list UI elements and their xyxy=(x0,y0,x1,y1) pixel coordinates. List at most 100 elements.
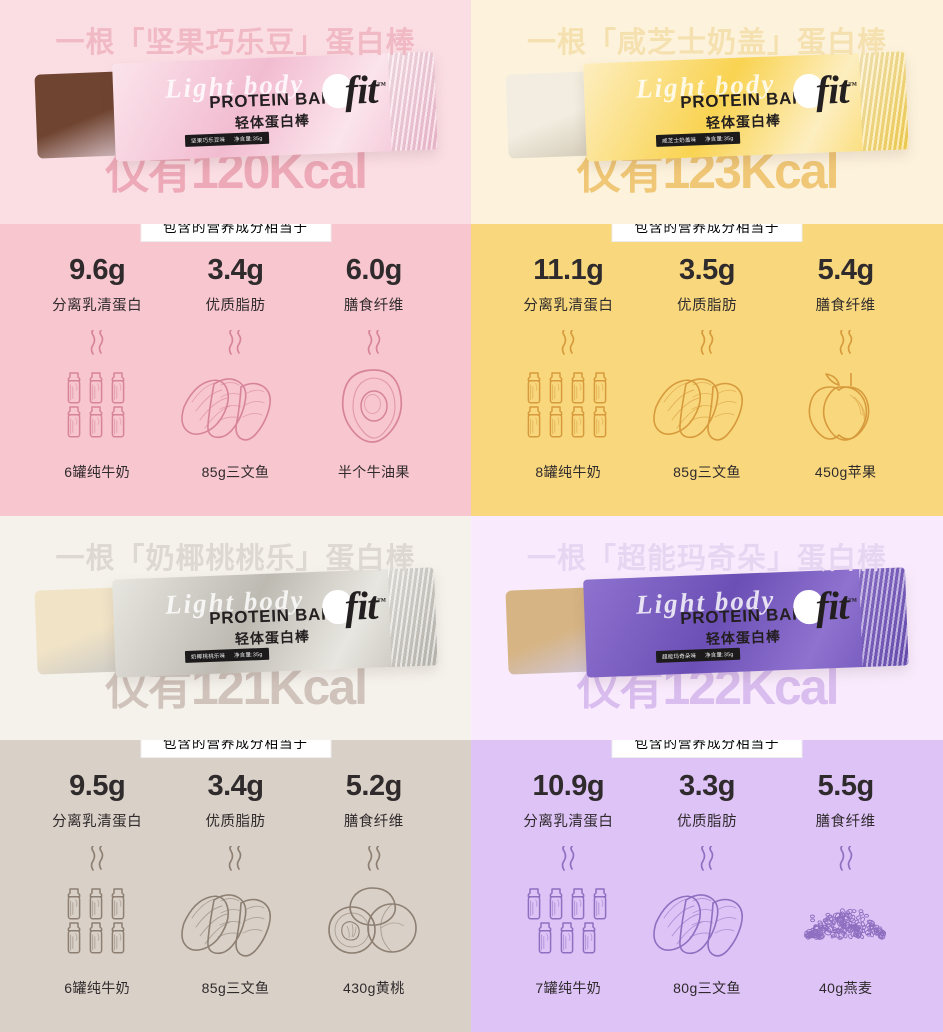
bar-wrapper: Light body PROTEIN BAR 轻体蛋白棒 咸芝士奶盖味 净含量:… xyxy=(583,51,909,162)
nutrient-column: 5.4g 膳食纤维 450g苹果 xyxy=(776,256,915,516)
package-flavor-label: 咸芝士奶盖味 净含量:35g xyxy=(655,131,740,147)
milk-bottles-icon xyxy=(521,362,615,450)
product-panel-super-macchiato: 一根「超能玛奇朵」蛋白棒 Light body PROTEIN BAR 轻体蛋白… xyxy=(471,516,943,1032)
oats-icon xyxy=(796,878,896,966)
bar-foil-end xyxy=(858,51,909,152)
nutrient-equivalent: 85g三文鱼 xyxy=(201,464,270,480)
nutrient-column: 9.5g 分离乳清蛋白 6罐纯 xyxy=(28,772,166,1032)
salmon-fillet-icon xyxy=(653,878,761,966)
nutrient-equivalent: 7罐纯牛奶 xyxy=(535,980,602,996)
nutrient-amount: 9.5g xyxy=(69,770,126,802)
nutrient-equivalent: 85g三文鱼 xyxy=(673,464,741,480)
steam-squiggle-icon xyxy=(222,846,248,872)
nutrient-column: 5.2g 膳食纤维 430g黄桃 xyxy=(305,772,443,1032)
product-title: 一根「超能玛奇朵」蛋白棒 xyxy=(526,543,887,575)
hero-section: 一根「咸芝士奶盖」蛋白棒 Light body PROTEIN BAR 轻体蛋白… xyxy=(471,0,943,224)
nutrient-label: 分离乳清蛋白 xyxy=(52,298,143,314)
nutrient-columns: 11.1g 分离乳清蛋白 xyxy=(471,256,943,516)
hero-section: 一根「坚果巧乐豆」蛋白棒 Light body PROTEIN BAR 轻体蛋白… xyxy=(0,0,471,224)
package-flavor: 咸芝士奶盖味 xyxy=(662,137,697,145)
nutrient-label: 分离乳清蛋白 xyxy=(52,814,143,830)
salmon-fillet-icon xyxy=(181,878,289,966)
bar-wrapper: Light body PROTEIN BAR 轻体蛋白棒 奶椰桃桃乐味 净含量:… xyxy=(112,567,438,678)
milk-bottles-icon xyxy=(521,878,615,966)
nutrient-columns: 9.5g 分离乳清蛋白 6罐纯 xyxy=(0,772,471,1032)
nutrient-column: 5.5g 膳食纤维 40g燕麦 xyxy=(776,772,915,1032)
nutrient-label: 分离乳清蛋白 xyxy=(523,814,614,830)
bar-foil-end xyxy=(387,567,438,668)
nutrient-equivalent: 6罐纯牛奶 xyxy=(64,464,131,480)
nutrition-badge: 包含的营养成分相当于 xyxy=(140,224,331,242)
package-flavor-label: 超能玛奇朵味 净含量:35g xyxy=(655,647,740,663)
avocado-icon xyxy=(334,362,414,450)
package-net-weight: 净含量:35g xyxy=(704,652,734,660)
package-flavor: 坚果巧乐豆味 xyxy=(191,137,226,145)
bar-biscuit xyxy=(34,71,124,159)
logo-trademark: ™ xyxy=(376,595,386,607)
bar-wrapper: Light body PROTEIN BAR 轻体蛋白棒 超能玛奇朵味 净含量:… xyxy=(583,567,909,678)
nutrient-equivalent: 450g苹果 xyxy=(814,464,877,480)
package-net-weight: 净含量:35g xyxy=(704,136,734,144)
logo-text: fit xyxy=(343,66,379,113)
product-package-image: Light body PROTEIN BAR 轻体蛋白棒 坚果巧乐豆味 净含量:… xyxy=(34,49,438,172)
nutrient-label: 膳食纤维 xyxy=(815,298,876,314)
product-title: 一根「奶椰桃桃乐」蛋白棒 xyxy=(55,543,416,575)
nutrient-column: 3.4g 优质脂肪 85g三文鱼 xyxy=(166,256,304,516)
steam-squiggle-icon xyxy=(694,846,720,872)
steam-squiggle-icon xyxy=(555,846,581,872)
steam-squiggle-icon xyxy=(555,330,581,356)
nutrient-amount: 3.3g xyxy=(678,770,736,802)
nutrient-label: 优质脂肪 xyxy=(205,814,266,830)
nutrient-amount: 6.0g xyxy=(345,254,403,286)
nutrient-column: 9.6g 分离乳清蛋白 6罐纯 xyxy=(28,256,166,516)
logo-trademark: ™ xyxy=(847,595,857,607)
nutrient-amount: 11.1g xyxy=(533,254,604,286)
milk-bottles-icon xyxy=(61,362,133,450)
logo-text: fit xyxy=(343,582,379,629)
nutrient-amount: 9.6g xyxy=(69,254,126,286)
steam-squiggle-icon xyxy=(361,330,387,356)
nutrient-column: 10.9g 分离乳清蛋白 xyxy=(499,772,638,1032)
nutrient-amount: 5.2g xyxy=(345,770,403,802)
product-panel-coconut-peach: 一根「奶椰桃桃乐」蛋白棒 Light body PROTEIN BAR 轻体蛋白… xyxy=(0,516,471,1032)
hero-section: 一根「奶椰桃桃乐」蛋白棒 Light body PROTEIN BAR 轻体蛋白… xyxy=(0,516,471,740)
nutrient-column: 6.0g 膳食纤维 半个牛油果 xyxy=(305,256,443,516)
package-flavor: 超能玛奇朵味 xyxy=(662,653,697,661)
nutrient-amount: 5.4g xyxy=(817,254,875,286)
product-title: 一根「坚果巧乐豆」蛋白棒 xyxy=(55,27,416,59)
nutrition-badge: 包含的营养成分相当于 xyxy=(140,740,331,758)
steam-squiggle-icon xyxy=(833,330,859,356)
nutrition-section: 包含的营养成分相当于 9.6g 分离乳清蛋白 xyxy=(0,224,471,516)
package-net-weight: 净含量:35g xyxy=(233,652,263,660)
nutrient-columns: 10.9g 分离乳清蛋白 xyxy=(471,772,943,1032)
logo-trademark: ™ xyxy=(847,79,857,91)
nutrient-column: 3.5g 优质脂肪 85g三文鱼 xyxy=(638,256,777,516)
fit-brand-logo: fit™ xyxy=(322,582,386,629)
package-flavor: 奶椰桃桃乐味 xyxy=(191,653,226,661)
nutrient-amount: 3.4g xyxy=(207,254,264,286)
nutrition-badge: 包含的营养成分相当于 xyxy=(611,224,803,242)
nutrient-label: 优质脂肪 xyxy=(676,814,737,830)
nutrient-amount: 3.5g xyxy=(678,254,736,286)
hero-section: 一根「超能玛奇朵」蛋白棒 Light body PROTEIN BAR 轻体蛋白… xyxy=(471,516,943,740)
bar-wrapper: Light body PROTEIN BAR 轻体蛋白棒 坚果巧乐豆味 净含量:… xyxy=(112,51,438,162)
nutrient-column: 3.3g 优质脂肪 80g三文鱼 xyxy=(638,772,777,1032)
product-panel-nut-choco: 一根「坚果巧乐豆」蛋白棒 Light body PROTEIN BAR 轻体蛋白… xyxy=(0,0,471,516)
nutrient-label: 分离乳清蛋白 xyxy=(523,298,614,314)
nutrient-label: 膳食纤维 xyxy=(343,814,404,830)
nutrient-amount: 10.9g xyxy=(532,770,605,802)
logo-text: fit xyxy=(814,582,850,629)
product-package-image: Light body PROTEIN BAR 轻体蛋白棒 超能玛奇朵味 净含量:… xyxy=(505,565,909,688)
steam-squiggle-icon xyxy=(833,846,859,872)
nutrient-column: 11.1g 分离乳清蛋白 xyxy=(499,256,638,516)
nutrient-label: 优质脂肪 xyxy=(205,298,266,314)
apple-icon xyxy=(796,362,896,450)
steam-squiggle-icon xyxy=(694,330,720,356)
bar-biscuit xyxy=(505,587,595,675)
bar-foil-end xyxy=(387,51,438,152)
nutrition-section: 包含的营养成分相当于 11.1g 分离乳清蛋白 xyxy=(471,224,943,516)
nutrient-equivalent: 80g三文鱼 xyxy=(673,980,741,996)
nutrient-equivalent: 6罐纯牛奶 xyxy=(64,980,131,996)
nutrient-label: 膳食纤维 xyxy=(343,298,404,314)
